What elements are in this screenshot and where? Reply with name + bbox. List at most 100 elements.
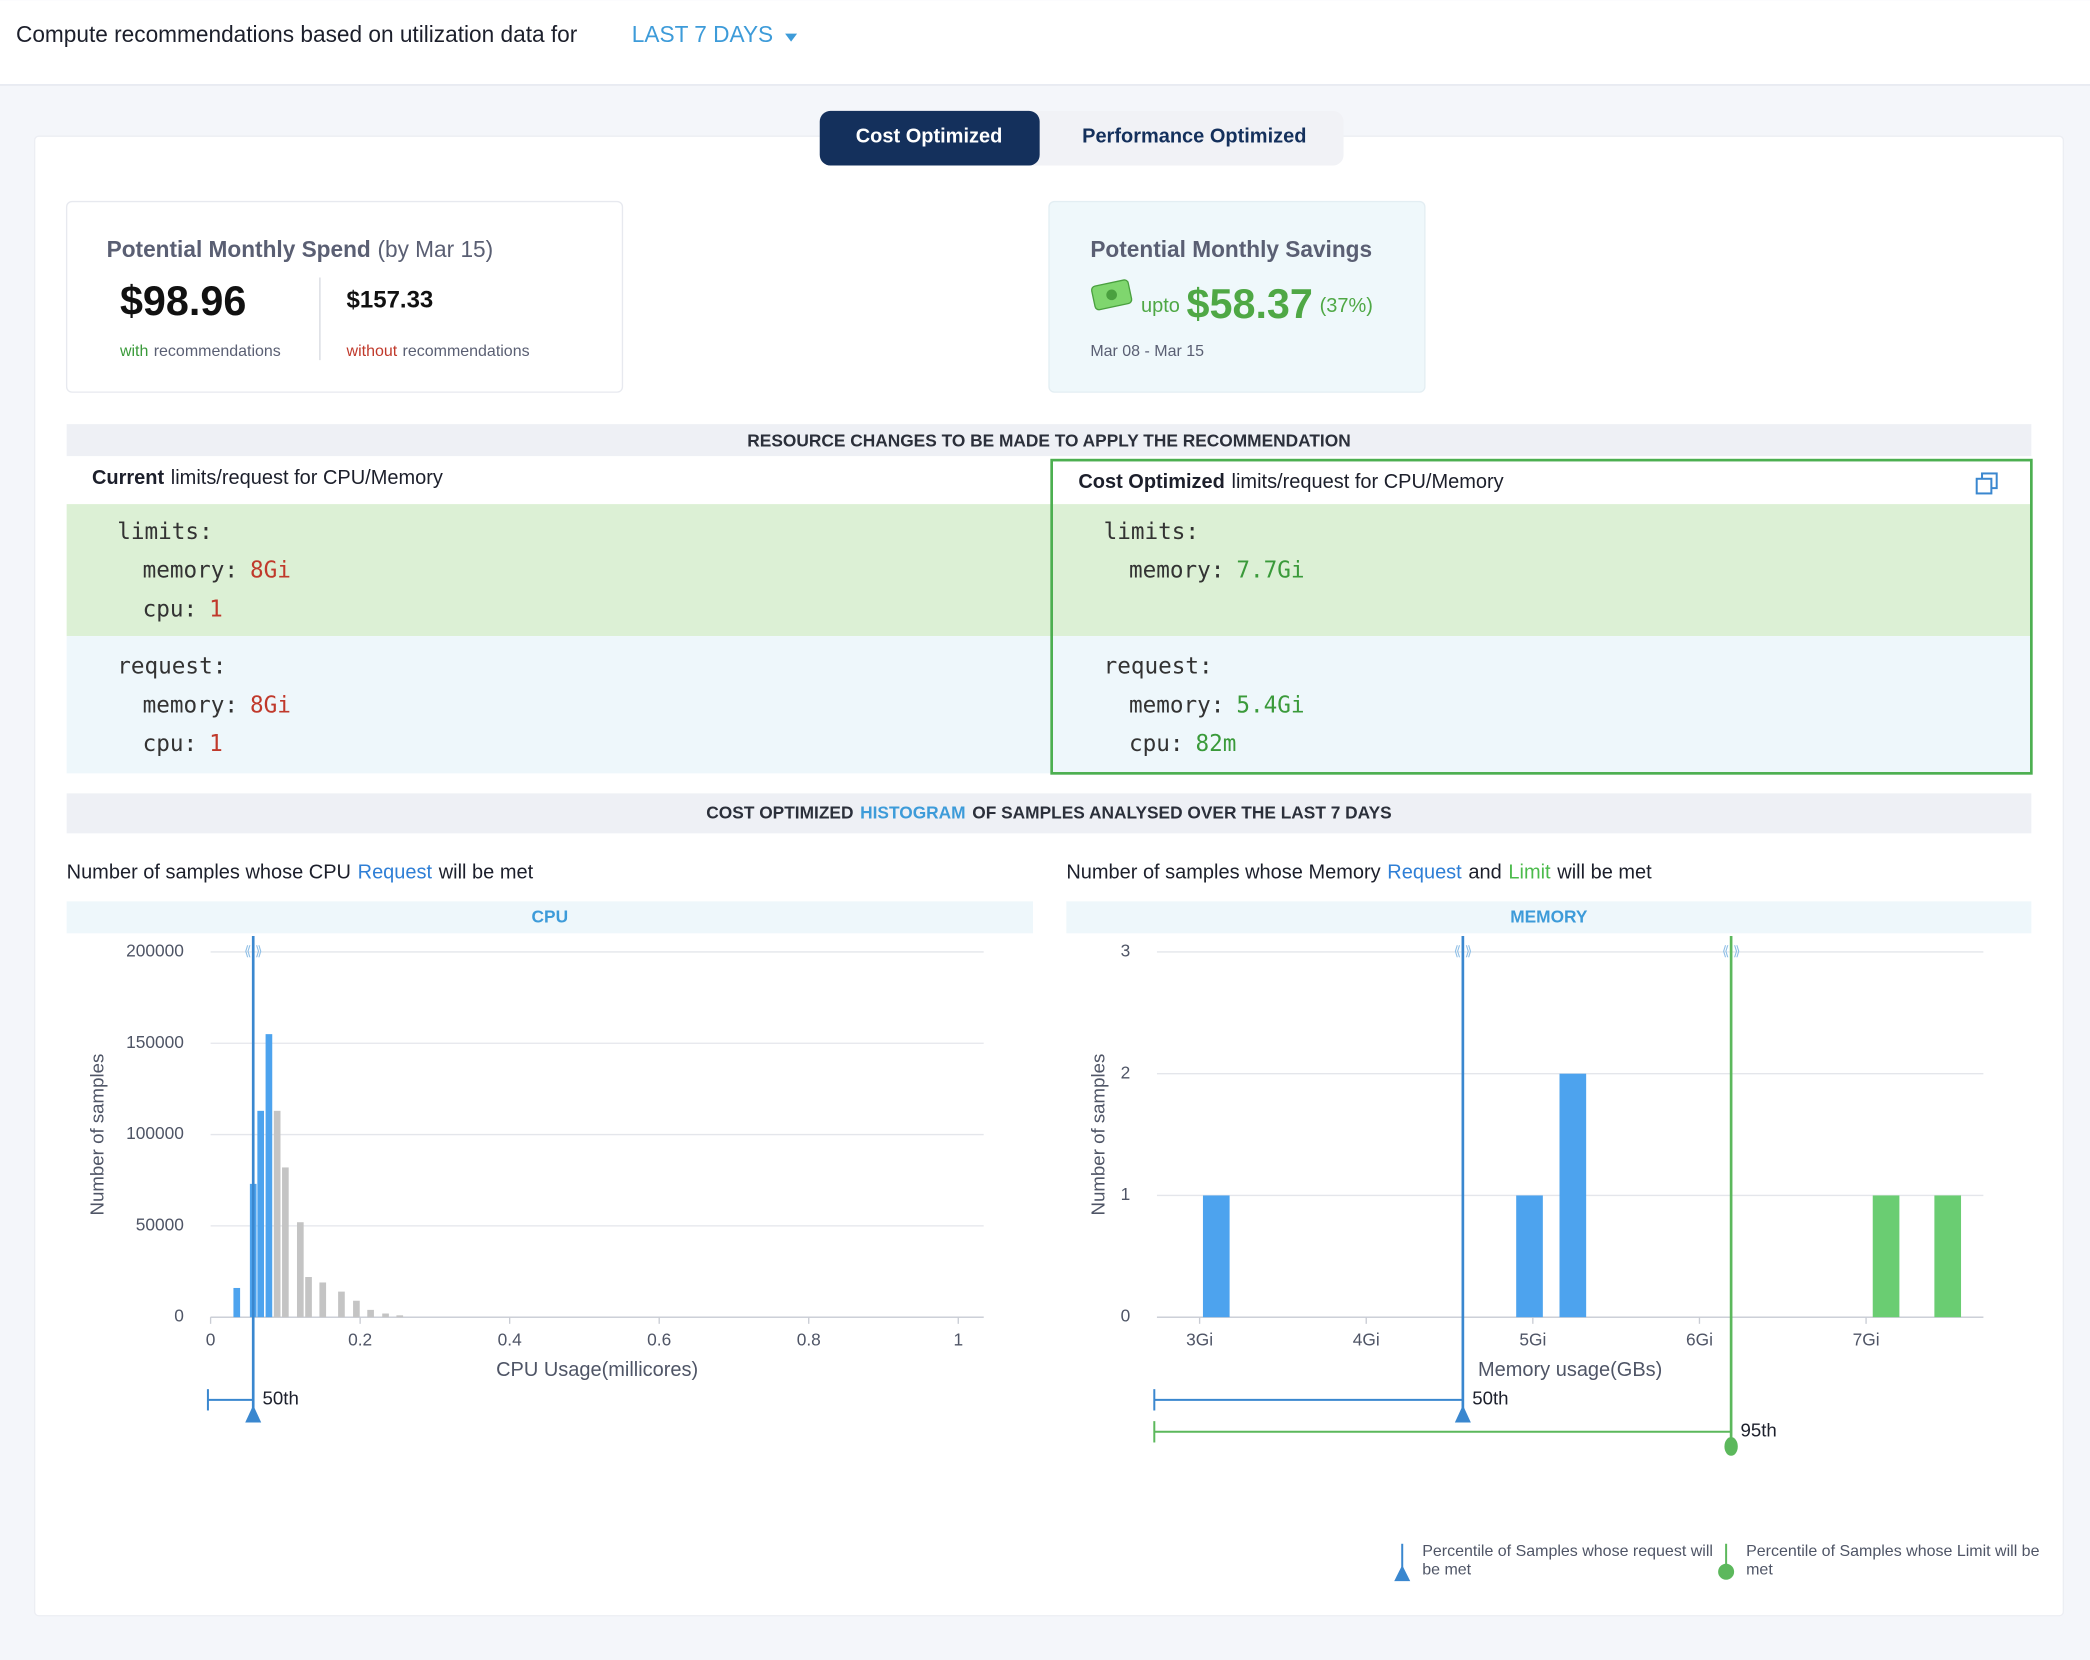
tab-active[interactable] (819, 110, 1040, 166)
histogram-bar (1202, 1195, 1230, 1318)
x-tick-label: 0.2 (348, 1330, 372, 1350)
histogram-bar (282, 1167, 289, 1318)
chart-subtitle-part: Request (1387, 862, 1462, 884)
config-label-part: Cost Optimized (1078, 471, 1225, 493)
x-tick-label: 0.4 (498, 1330, 522, 1350)
money-icon (1090, 279, 1133, 311)
copy-icon[interactable] (1975, 472, 1998, 495)
histogram-bar (1872, 1195, 1900, 1318)
chart-subtitle-part: and (1468, 862, 1501, 884)
legend-marker (1394, 1565, 1411, 1582)
header-bar (0, 0, 2090, 85)
y-tick-label: 0 (174, 1306, 184, 1326)
y-tick-label: 50000 (136, 1214, 184, 1234)
config-label-part: limits/request for CPU/Memory (1232, 471, 1504, 493)
yaml-row: cpu: 82m (1129, 731, 1236, 757)
percentile-handle: ⟪ ⟫ (1722, 943, 1741, 958)
tab-cost[interactable]: Cost Optimized (856, 126, 1003, 148)
y-axis-label: Number of samples (1088, 1054, 1109, 1216)
yaml-row-part: memory: (1129, 557, 1224, 583)
x-tick-label: 3Gi (1186, 1330, 1213, 1350)
chart-panel-title: MEMORY (1510, 906, 1588, 926)
yaml-row-part: 5.4Gi (1236, 692, 1304, 718)
yaml-key-part: limits: (117, 519, 212, 545)
y-tick-label: 0 (1121, 1306, 1131, 1326)
percentile-handle: ⟪ ⟫ (1454, 943, 1473, 958)
yaml-row-part: 1 (209, 731, 223, 757)
legend-item: Percentile of Samples whose request will… (1422, 1541, 1713, 1579)
chart-subtitle-part: Request (358, 862, 433, 884)
x-tick-label: 5Gi (1519, 1330, 1546, 1350)
yaml-row: memory: 8Gi (143, 692, 291, 718)
yaml-row-part: memory: (143, 692, 238, 718)
y-tick-label: 150000 (126, 1032, 184, 1052)
yaml-row-part: 7.7Gi (1236, 557, 1304, 583)
config-label-part: Current (92, 467, 165, 489)
spend-title-part: (by Mar 15) (377, 236, 493, 262)
yaml-row: memory: 7.7Gi (1129, 557, 1305, 583)
y-tick-label: 1 (1121, 1184, 1131, 1204)
yaml-row-part: cpu: (143, 596, 198, 622)
x-axis-label: Memory usage(GBs) (1478, 1359, 1662, 1381)
yaml-key: request: (1104, 653, 1213, 679)
yaml-row-part: cpu: (143, 731, 198, 757)
histogram-bar (367, 1309, 374, 1318)
spend-title: Potential Monthly Spend (by Mar 15) (107, 236, 494, 262)
savings-amount-part: $58.37 (1187, 281, 1313, 327)
legend-text: Percentile of Samples whose Limit will b… (1746, 1541, 2040, 1579)
chart-subtitle-part: will be met (1556, 862, 1652, 884)
legend-text: Percentile of Samples whose request will… (1422, 1541, 1713, 1579)
tab-performance[interactable]: Performance Optimized (1082, 126, 1306, 148)
percentile-marker (1724, 1437, 1738, 1456)
dropdown-caret[interactable] (785, 33, 798, 42)
x-tick-label: 0.6 (647, 1330, 671, 1350)
chart-panel-title-part: MEMORY (1510, 906, 1588, 926)
spend-card (65, 200, 624, 393)
spend-without-caption-part: recommendations (403, 343, 530, 360)
spend-with-amount-part: $98.96 (120, 278, 246, 324)
savings-amount-part: (37%) (1320, 295, 1373, 317)
yaml-row-part: memory: (143, 557, 238, 583)
histogram-title-part: HISTOGRAM (860, 802, 965, 822)
chart-subtitle: Number of samples whose Memory Request and… (1066, 862, 1652, 884)
percentile-label: 50th (263, 1388, 299, 1409)
yaml-row-part: memory: (1129, 692, 1224, 718)
histogram-bar (338, 1291, 345, 1318)
tab-performance-part[interactable]: Performance Optimized (1082, 126, 1306, 148)
legend-marker (1718, 1563, 1735, 1580)
histogram-bar (1516, 1195, 1543, 1318)
spend-with-caption-part: with (119, 343, 148, 360)
yaml-row: memory: 5.4Gi (1129, 692, 1305, 718)
percentile-marker (1454, 1405, 1471, 1423)
period-dropdown[interactable]: LAST 7 DAYS (632, 21, 773, 47)
yaml-key: limits: (117, 519, 212, 545)
histogram-bar (319, 1282, 327, 1318)
histogram-bar (233, 1287, 241, 1318)
histogram-header-band (66, 793, 2032, 834)
header-label: Compute recommendations based on utiliza… (16, 21, 578, 47)
x-tick-label: 0 (206, 1330, 216, 1350)
histogram-bar (382, 1313, 389, 1318)
spend-without-amount-part: $157.33 (347, 287, 434, 314)
x-tick-label: 0.8 (797, 1330, 821, 1350)
y-tick-label: 2 (1121, 1062, 1131, 1082)
yaml-row-part: 8Gi (250, 557, 291, 583)
chart-panel-band (1066, 901, 2032, 934)
savings-title-part: Potential Monthly Savings (1090, 236, 1372, 262)
spend-title-part: Potential Monthly Spend (107, 236, 371, 262)
period-dropdown-part[interactable]: LAST 7 DAYS (632, 21, 773, 47)
histogram-bar (257, 1110, 265, 1318)
savings-amount-part: upto (1141, 295, 1180, 317)
x-tick-label: 6Gi (1686, 1330, 1713, 1350)
tab-cost-part[interactable]: Cost Optimized (856, 126, 1003, 148)
chart-subtitle: Number of samples whose CPU Request will b… (67, 862, 534, 884)
y-tick-label: 200000 (126, 941, 184, 961)
savings-amount: upto $58.37 (37%) (1141, 281, 1373, 327)
copy-icon-front (1975, 477, 1993, 495)
changes-header-band (66, 424, 2032, 457)
yaml-row-part: 82m (1196, 731, 1237, 757)
chart-subtitle-part: Number of samples whose Memory (1066, 862, 1380, 884)
spend-with-amount: $98.96 (120, 278, 246, 324)
yaml-row-part: 1 (209, 596, 223, 622)
histogram-title-part: OF SAMPLES ANALYSED OVER THE LAST 7 DAYS (972, 802, 1391, 822)
